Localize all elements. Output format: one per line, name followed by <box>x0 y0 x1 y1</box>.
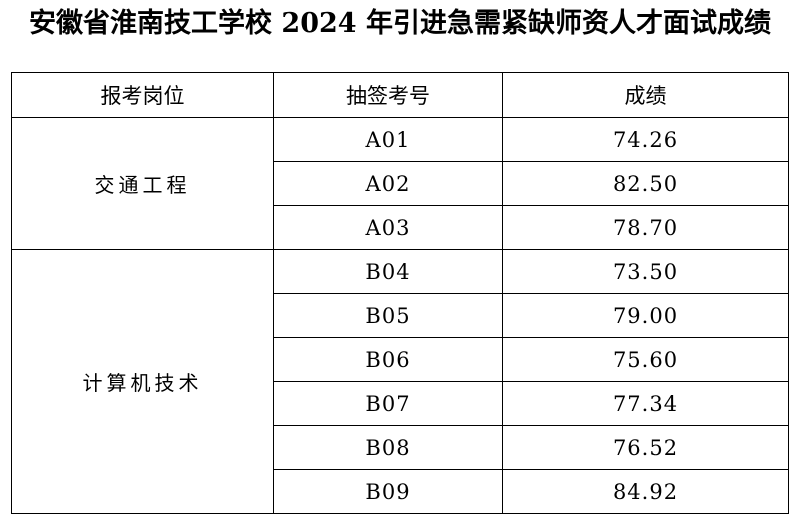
interview-score-table: 报考岗位 抽签考号 成绩 交通工程 A01 74.26 A02 82.50 A0… <box>11 72 789 514</box>
position-cell-computer: 计算机技术 <box>11 249 274 514</box>
table-row: B09 84.92 <box>12 469 789 514</box>
ticket-cell: B09 <box>273 469 503 514</box>
score-cell: 75.60 <box>502 337 789 382</box>
score-cell: 74.26 <box>502 117 789 162</box>
ticket-cell: B07 <box>273 381 503 426</box>
header-row: 报考岗位 抽签考号 成绩 <box>11 72 789 118</box>
score-cell: 82.50 <box>502 161 789 206</box>
ticket-cell: A03 <box>273 205 503 250</box>
ticket-cell: A01 <box>273 117 503 162</box>
ticket-cell: A02 <box>273 161 503 206</box>
score-cell: 78.70 <box>502 205 789 250</box>
table-row: 计算机技术 B04 73.50 <box>11 249 789 514</box>
ticket-cell: B06 <box>273 337 503 382</box>
table-header: 报考岗位 抽签考号 成绩 <box>11 72 789 118</box>
score-cell: 79.00 <box>502 293 789 338</box>
ticket-cell: B05 <box>273 293 503 338</box>
header-score: 成绩 <box>502 72 789 118</box>
header-position: 报考岗位 <box>11 72 274 118</box>
ticket-cell: B08 <box>273 425 503 470</box>
ticket-cell: B04 <box>273 249 503 294</box>
score-cell: 84.92 <box>502 469 789 514</box>
score-cell: 77.34 <box>502 381 789 426</box>
table-row: A02 82.50 <box>12 161 789 206</box>
header-ticket-number: 抽签考号 <box>273 72 503 118</box>
table-row: B08 76.52 <box>12 425 789 470</box>
document-title: 安徽省淮南技工学校 2024 年引进急需紧缺师资人才面试成绩 <box>29 8 771 39</box>
score-cell: 76.52 <box>502 425 789 470</box>
table-row: B07 77.34 <box>12 381 789 426</box>
table-row: B05 79.00 <box>12 293 789 338</box>
table-body: 交通工程 A01 74.26 A02 82.50 A03 78.70 计算机技术… <box>11 117 789 514</box>
position-cell-transport: 交通工程 <box>11 117 274 250</box>
score-cell: 73.50 <box>502 249 789 294</box>
table-row: 交通工程 A01 74.26 <box>11 117 789 250</box>
